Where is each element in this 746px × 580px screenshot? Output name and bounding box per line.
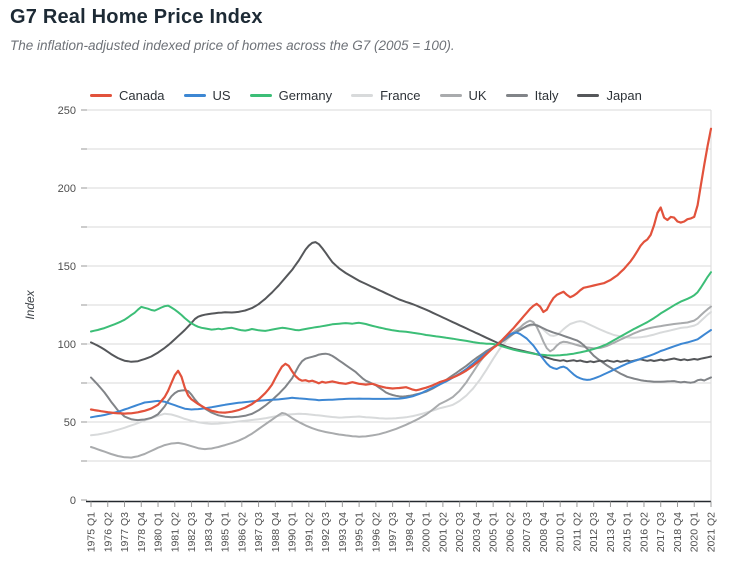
x-tick-label-1998-Q4: 1998 Q4 <box>404 512 416 552</box>
x-tick-label-2021-Q2: 2021 Q2 <box>706 512 718 552</box>
legend-item-italy[interactable]: Italy <box>505 88 559 103</box>
series-line-us <box>90 329 712 419</box>
legend-swatch-germany <box>249 94 272 97</box>
x-tick-label-1985-Q1: 1985 Q1 <box>220 512 232 552</box>
legend-label-france: France <box>380 88 421 103</box>
y-tick-label-200: 200 <box>58 183 76 195</box>
x-tick-label-2013-Q4: 2013 Q4 <box>605 512 617 552</box>
x-tick-label-1991-Q2: 1991 Q2 <box>303 512 315 552</box>
x-tick-label-2017-Q3: 2017 Q3 <box>655 512 667 552</box>
x-tick-label-2010-Q1: 2010 Q1 <box>555 512 567 552</box>
x-tick-label-2001-Q2: 2001 Q2 <box>437 512 449 552</box>
legend: Canada US Germany France UK Italy Japan <box>90 88 642 103</box>
x-tick-label-2018-Q4: 2018 Q4 <box>672 512 684 552</box>
x-tick-label-1978-Q4: 1978 Q4 <box>136 512 148 552</box>
chart-subtitle: The inflation-adjusted indexed price of … <box>10 38 455 53</box>
x-tick-label-2007-Q3: 2007 Q3 <box>521 512 533 552</box>
x-tick-label-1987-Q3: 1987 Q3 <box>253 512 265 552</box>
legend-item-us[interactable]: US <box>183 88 231 103</box>
x-tick-label-2020-Q1: 2020 Q1 <box>689 512 701 552</box>
x-tick-label-2016-Q2: 2016 Q2 <box>638 512 650 552</box>
y-tick-label-150: 150 <box>58 261 76 273</box>
legend-item-uk[interactable]: UK <box>439 88 487 103</box>
x-tick-label-1983-Q4: 1983 Q4 <box>203 512 215 552</box>
x-tick-label-2005-Q1: 2005 Q1 <box>488 512 500 552</box>
legend-item-canada[interactable]: Canada <box>90 88 165 103</box>
legend-label-germany: Germany <box>278 88 333 103</box>
x-tick-label-2011-Q2: 2011 Q2 <box>571 512 583 552</box>
legend-label-japan: Japan <box>606 88 642 103</box>
x-tick-label-1980-Q1: 1980 Q1 <box>153 512 165 552</box>
x-tick-label-2006-Q2: 2006 Q2 <box>504 512 516 552</box>
series-line-japan <box>90 241 712 364</box>
x-tick-label-1993-Q4: 1993 Q4 <box>337 512 349 552</box>
x-tick-label-1990-Q1: 1990 Q1 <box>287 512 299 552</box>
series-line-uk <box>90 305 712 459</box>
x-tick-label-2015-Q1: 2015 Q1 <box>622 512 634 552</box>
legend-swatch-france <box>351 94 374 97</box>
x-tick-label-2008-Q4: 2008 Q4 <box>538 512 550 552</box>
legend-swatch-canada <box>90 94 112 97</box>
series-line-france <box>90 311 712 437</box>
x-tick-label-2000-Q1: 2000 Q1 <box>421 512 433 552</box>
legend-item-france[interactable]: France <box>351 88 421 103</box>
x-tick-label-1977-Q3: 1977 Q3 <box>119 512 131 552</box>
legend-swatch-japan <box>577 94 600 97</box>
x-tick-label-2002-Q3: 2002 Q3 <box>454 512 466 552</box>
y-tick-label-100: 100 <box>58 339 76 351</box>
legend-item-germany[interactable]: Germany <box>249 88 333 103</box>
x-tick-label-1986-Q2: 1986 Q2 <box>236 512 248 552</box>
legend-label-canada: Canada <box>119 88 165 103</box>
y-axis-title: Index <box>23 289 37 319</box>
legend-item-japan[interactable]: Japan <box>577 88 642 103</box>
legend-swatch-italy <box>505 94 528 97</box>
x-tick-label-2003-Q4: 2003 Q4 <box>471 512 483 552</box>
x-tick-label-1976-Q2: 1976 Q2 <box>102 512 114 552</box>
series-line-italy <box>90 323 712 422</box>
x-tick-label-1996-Q2: 1996 Q2 <box>370 512 382 552</box>
x-tick-label-1995-Q1: 1995 Q1 <box>354 512 366 552</box>
y-tick-label-0: 0 <box>70 495 76 507</box>
x-tick-label-1988-Q4: 1988 Q4 <box>270 512 282 552</box>
x-tick-label-1997-Q3: 1997 Q3 <box>387 512 399 552</box>
legend-label-uk: UK <box>468 88 487 103</box>
x-tick-label-2012-Q3: 2012 Q3 <box>588 512 600 552</box>
x-tick-label-1982-Q3: 1982 Q3 <box>186 512 198 552</box>
legend-swatch-us <box>183 94 206 97</box>
y-tick-label-250: 250 <box>58 105 76 117</box>
legend-swatch-uk <box>439 94 462 97</box>
y-tick-label-50: 50 <box>64 417 76 429</box>
x-tick-label-1981-Q2: 1981 Q2 <box>169 512 181 552</box>
legend-label-us: US <box>212 88 231 103</box>
x-tick-label-1992-Q3: 1992 Q3 <box>320 512 332 552</box>
page-title: G7 Real Home Price Index <box>10 6 263 28</box>
legend-label-italy: Italy <box>534 88 559 103</box>
series-line-canada <box>89 127 713 415</box>
x-tick-label-1975-Q1: 1975 Q1 <box>86 512 98 552</box>
series-line-germany <box>90 271 712 357</box>
